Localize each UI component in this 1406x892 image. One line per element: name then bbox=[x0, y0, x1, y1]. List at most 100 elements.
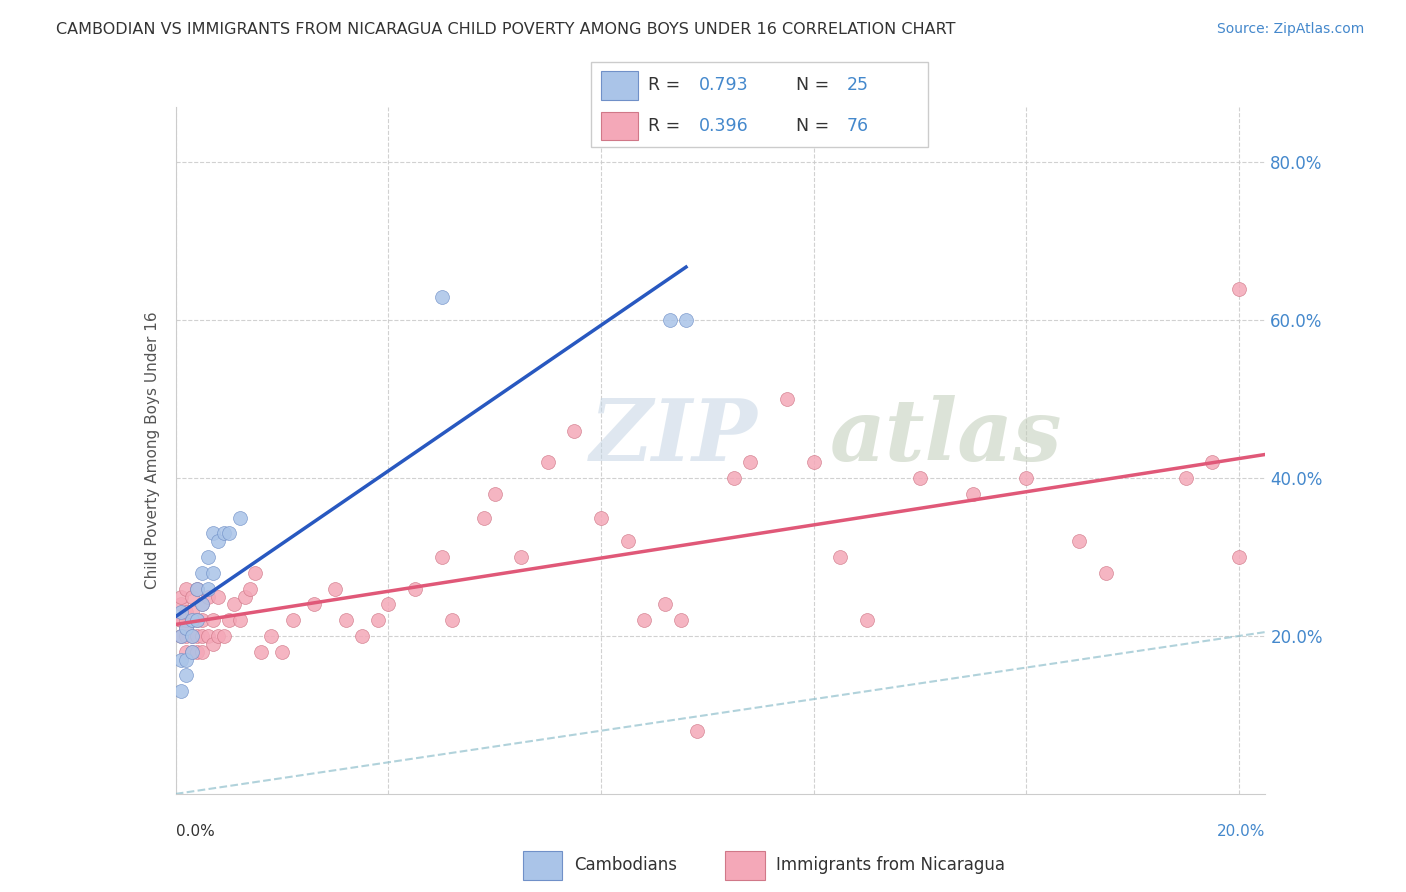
Point bbox=[335, 613, 357, 627]
Point bbox=[207, 629, 229, 643]
Text: ZIP: ZIP bbox=[591, 395, 758, 478]
Point bbox=[830, 549, 852, 564]
Point bbox=[186, 645, 208, 659]
Point bbox=[654, 598, 676, 612]
Text: 0.0%: 0.0% bbox=[176, 824, 215, 839]
Text: Cambodians: Cambodians bbox=[574, 856, 676, 874]
Point bbox=[176, 668, 198, 682]
Point bbox=[1227, 549, 1250, 564]
Point bbox=[186, 613, 208, 627]
Point bbox=[564, 424, 586, 438]
Point bbox=[176, 621, 198, 635]
Point bbox=[176, 629, 198, 643]
Text: Immigrants from Nicaragua: Immigrants from Nicaragua bbox=[776, 856, 1005, 874]
Bar bbox=[600, 112, 638, 140]
Point bbox=[510, 549, 533, 564]
Text: CAMBODIAN VS IMMIGRANTS FROM NICARAGUA CHILD POVERTY AMONG BOYS UNDER 16 CORRELA: CAMBODIAN VS IMMIGRANTS FROM NICARAGUA C… bbox=[56, 22, 956, 37]
Text: 0.396: 0.396 bbox=[699, 117, 748, 135]
Point bbox=[176, 621, 198, 635]
Point bbox=[484, 487, 506, 501]
Point bbox=[180, 590, 202, 604]
Text: 76: 76 bbox=[846, 117, 869, 135]
Point bbox=[224, 598, 246, 612]
Text: Source: ZipAtlas.com: Source: ZipAtlas.com bbox=[1216, 22, 1364, 37]
Point bbox=[249, 645, 271, 659]
Point bbox=[908, 471, 931, 485]
Point bbox=[191, 598, 214, 612]
Point bbox=[170, 605, 193, 619]
Text: N =: N = bbox=[796, 117, 835, 135]
Point bbox=[191, 613, 214, 627]
Point bbox=[245, 566, 267, 580]
Point bbox=[1015, 471, 1038, 485]
Point bbox=[186, 582, 208, 596]
Point bbox=[302, 598, 325, 612]
Text: atlas: atlas bbox=[830, 395, 1062, 478]
Point bbox=[170, 613, 193, 627]
Point bbox=[441, 613, 464, 627]
Text: N =: N = bbox=[796, 77, 835, 95]
Point bbox=[233, 590, 256, 604]
Point bbox=[186, 582, 208, 596]
Point bbox=[669, 613, 692, 627]
Point bbox=[1227, 282, 1250, 296]
Point bbox=[589, 510, 612, 524]
Point bbox=[197, 549, 219, 564]
Point bbox=[228, 510, 250, 524]
Point bbox=[180, 605, 202, 619]
Point bbox=[367, 613, 389, 627]
Point bbox=[191, 566, 214, 580]
Point bbox=[170, 684, 193, 698]
Point bbox=[180, 613, 202, 627]
FancyBboxPatch shape bbox=[591, 62, 928, 147]
Point bbox=[201, 526, 224, 541]
Point bbox=[212, 526, 235, 541]
Point bbox=[176, 605, 198, 619]
Point bbox=[170, 613, 193, 627]
Point bbox=[170, 629, 193, 643]
Point bbox=[1174, 471, 1197, 485]
Point bbox=[197, 582, 219, 596]
Point bbox=[1095, 566, 1118, 580]
Text: 25: 25 bbox=[846, 77, 869, 95]
Point bbox=[855, 613, 877, 627]
Point bbox=[962, 487, 984, 501]
Point bbox=[201, 637, 224, 651]
Point bbox=[377, 598, 399, 612]
Text: R =: R = bbox=[648, 117, 686, 135]
Point bbox=[201, 566, 224, 580]
Y-axis label: Child Poverty Among Boys Under 16: Child Poverty Among Boys Under 16 bbox=[145, 311, 160, 590]
Point bbox=[191, 598, 214, 612]
Point bbox=[776, 392, 799, 406]
Point bbox=[685, 723, 707, 738]
Point bbox=[537, 455, 560, 469]
Point bbox=[180, 645, 202, 659]
Point bbox=[197, 590, 219, 604]
Point bbox=[271, 645, 294, 659]
Bar bbox=[523, 851, 562, 880]
Point bbox=[1201, 455, 1223, 469]
Point bbox=[176, 613, 198, 627]
Point bbox=[180, 613, 202, 627]
Point bbox=[218, 613, 240, 627]
Point bbox=[659, 313, 682, 327]
Point bbox=[191, 645, 214, 659]
Point bbox=[281, 613, 304, 627]
Point bbox=[176, 653, 198, 667]
Point bbox=[176, 582, 198, 596]
Point bbox=[170, 653, 193, 667]
Text: R =: R = bbox=[648, 77, 686, 95]
Point bbox=[186, 629, 208, 643]
Point bbox=[180, 629, 202, 643]
Point bbox=[675, 313, 697, 327]
Point bbox=[239, 582, 262, 596]
Text: 0.793: 0.793 bbox=[699, 77, 748, 95]
Point bbox=[170, 590, 193, 604]
Point bbox=[803, 455, 825, 469]
Point bbox=[180, 645, 202, 659]
Point bbox=[218, 526, 240, 541]
Point bbox=[472, 510, 495, 524]
Point bbox=[1069, 534, 1091, 549]
Point bbox=[186, 613, 208, 627]
Point bbox=[207, 590, 229, 604]
